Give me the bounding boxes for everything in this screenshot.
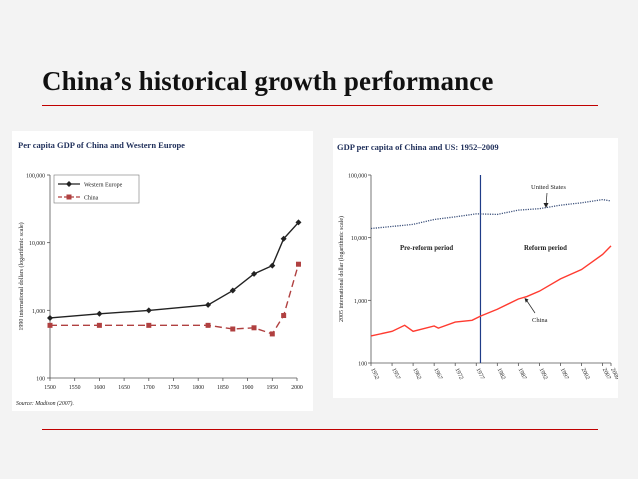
x-tick-label: 1957 (390, 367, 401, 380)
data-point (295, 261, 301, 267)
data-point (145, 307, 152, 314)
data-point (96, 310, 103, 317)
x-tick-label: 1982 (496, 367, 507, 380)
legend-box (53, 174, 140, 204)
chart-panel-right: GDP per capita of China and US: 1952–200… (333, 138, 618, 398)
chart-left: Per capita GDP of China and Western Euro… (16, 140, 303, 407)
data-point (146, 322, 152, 328)
x-tick-label: 1952 (369, 367, 380, 380)
x-tick-label: 1600 (94, 385, 106, 391)
x-tick-label: 1850 (217, 385, 229, 391)
y-tick-label: 1,000 (354, 299, 367, 305)
data-point (47, 322, 53, 328)
pre-reform-label: Pre-reform period (400, 245, 453, 252)
annotation-china-arrowhead (524, 298, 529, 303)
data-point (269, 331, 275, 337)
series-line (370, 245, 612, 337)
data-point (229, 287, 236, 294)
data-point (251, 270, 258, 277)
chart-panel-left: Per capita GDP of China and Western Euro… (12, 131, 313, 411)
annotation-us: United States (531, 184, 566, 191)
x-tick-label: 1972 (453, 367, 464, 380)
x-tick-label: 1750 (168, 385, 180, 391)
y-tick-label: 1,000 (32, 309, 45, 315)
data-point (205, 301, 212, 308)
reform-label: Reform period (524, 245, 567, 252)
data-point (280, 235, 287, 242)
legend-marker (66, 181, 72, 187)
x-tick-label: 1650 (118, 385, 130, 391)
x-tick-label: 2009 (609, 367, 618, 380)
x-tick-label: 1977 (474, 367, 485, 380)
data-point (295, 219, 302, 226)
chart-source: Source: Madison (2007). (16, 400, 74, 407)
data-point (205, 322, 211, 328)
y-tick-label: 100 (36, 377, 45, 383)
legend-label: Western Europe (84, 183, 123, 189)
x-tick-label: 1700 (143, 385, 155, 391)
series-line (49, 221, 300, 319)
page-title: China’s historical growth performance (42, 66, 494, 96)
data-point (269, 262, 276, 269)
x-tick-label: 1900 (242, 385, 254, 391)
x-tick-label: 2000 (291, 385, 303, 391)
y-tick-label: 100,000 (26, 174, 45, 180)
x-tick-label: 1962 (411, 367, 422, 380)
x-tick-label: 1950 (267, 385, 279, 391)
legend-marker (66, 194, 72, 200)
x-tick-label: 1500 (44, 385, 56, 391)
series-line (370, 198, 612, 230)
data-point (281, 313, 287, 319)
data-point (96, 322, 102, 328)
chart-title: Per capita GDP of China and Western Euro… (18, 140, 185, 150)
data-point (251, 325, 257, 331)
y-tick-label: 10,000 (29, 241, 45, 247)
x-tick-label: 2002 (580, 367, 591, 380)
y-tick-label: 100 (358, 362, 367, 368)
x-tick-label: 1997 (559, 367, 570, 380)
annotation-china-arrow (526, 300, 536, 314)
x-tick-label: 1550 (69, 385, 81, 391)
chart-right: GDP per capita of China and US: 1952–200… (337, 142, 618, 381)
title-rule (42, 105, 598, 106)
data-point (230, 326, 236, 332)
y-tick-label: 10,000 (351, 236, 367, 242)
annotation-us-arrowhead (543, 203, 549, 208)
bottom-rule (42, 429, 598, 430)
x-tick-label: 1967 (432, 367, 443, 380)
x-tick-label: 1992 (538, 367, 549, 380)
legend-label: China (84, 196, 99, 202)
annotation-china: China (532, 317, 548, 324)
y-tick-label: 100,000 (348, 174, 367, 180)
x-tick-label: 1987 (517, 367, 528, 380)
x-tick-label: 2007 (601, 367, 612, 380)
y-axis-label: 1990 international dollars (logarithmic … (18, 222, 25, 330)
y-axis-label: 2005 international dollar (logarithmic s… (338, 216, 345, 322)
series-line (50, 264, 300, 335)
data-point (47, 314, 53, 321)
chart-title: GDP per capita of China and US: 1952–200… (337, 142, 499, 152)
x-tick-label: 1800 (192, 385, 204, 391)
